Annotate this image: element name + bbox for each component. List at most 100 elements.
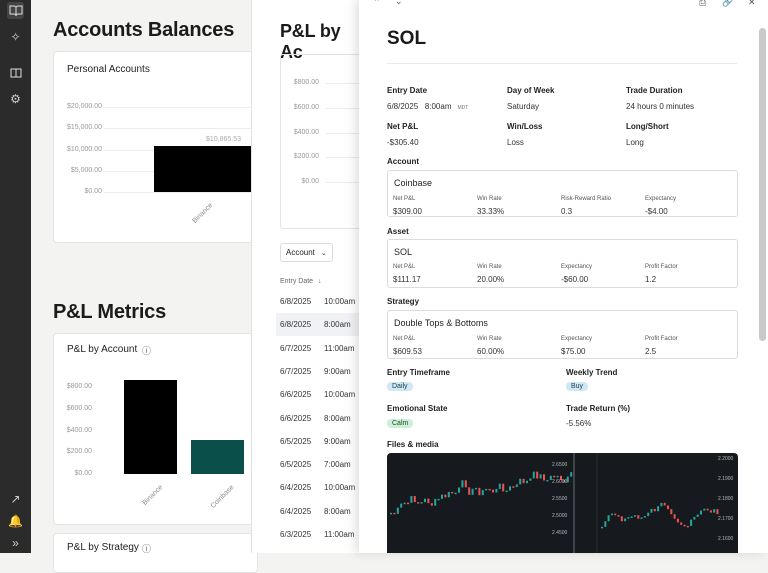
y-tick-label: $800.00 <box>293 79 319 86</box>
candle <box>532 471 535 479</box>
x-tick-label: Coinbase <box>209 484 236 510</box>
price-tick-label: 2.5000 <box>552 513 568 519</box>
candle <box>488 488 491 491</box>
candle <box>634 515 636 517</box>
trade-row[interactable]: 6/4/2025 8:00am <box>276 500 376 523</box>
trade-row-time: 8:00am <box>324 320 351 330</box>
bell-icon[interactable]: 🔔 <box>8 513 23 528</box>
candle <box>498 483 501 489</box>
info-icon[interactable]: ⓘ <box>142 346 152 356</box>
entry-date-column-header[interactable]: Entry Date ↓ <box>280 278 322 285</box>
panel-title: P&L by Ac <box>280 21 341 62</box>
strategy-netpl-label: Net P&L <box>393 336 416 342</box>
candle <box>556 475 559 478</box>
price-tick-label: 2.1900 <box>718 476 734 482</box>
chevrons-right-icon[interactable]: » <box>12 535 19 550</box>
account-filter-dropdown[interactable]: Account ⌄ <box>280 243 333 262</box>
trade-row[interactable]: 6/7/2025 11:00am <box>276 337 376 360</box>
strategy-netpl-value: $609.53 <box>393 347 422 356</box>
candle <box>444 494 447 498</box>
asset-winrate-value: 20.00% <box>477 275 505 284</box>
sparkle-icon[interactable]: ✧ <box>10 29 21 44</box>
trade-row[interactable]: 6/4/2025 10:00am <box>276 476 376 499</box>
price-tick-label: 2.6500 <box>552 462 568 468</box>
candle <box>468 487 471 495</box>
link-icon[interactable]: 🔗 <box>722 0 734 7</box>
strategy-expectancy-label: Expectancy <box>561 336 593 342</box>
candle <box>693 516 696 520</box>
trade-row[interactable]: 6/6/2025 10:00am <box>276 383 376 406</box>
trade-row[interactable]: 6/8/2025 10:00am <box>276 290 376 313</box>
candle <box>570 472 573 477</box>
candle <box>653 508 656 512</box>
price-tick-label: 2.2000 <box>718 456 734 462</box>
bar-coinbase <box>191 440 244 474</box>
candle <box>437 498 440 501</box>
chevron-up-icon[interactable]: ⌃ <box>373 0 381 7</box>
candlestick-chart-image <box>390 453 719 553</box>
candle <box>614 513 617 516</box>
trade-row-time: 7:00am <box>324 460 351 470</box>
candle <box>650 508 653 513</box>
trade-row[interactable]: 6/7/2025 9:00am <box>276 360 376 383</box>
trade-row[interactable]: 6/3/2025 11:00am <box>276 523 376 546</box>
info-icon[interactable]: ⓘ <box>142 544 152 554</box>
trade-row[interactable]: 6/5/2025 7:00am <box>276 453 376 476</box>
account-filter-label: Account <box>286 248 315 257</box>
modal-scrollbar[interactable] <box>759 28 766 341</box>
trade-row[interactable]: 6/8/2025 8:00am <box>276 313 376 337</box>
printer-icon[interactable]: ⎙ <box>699 0 707 7</box>
asset-expectancy-value: -$60.00 <box>561 275 589 284</box>
entry-date-value: 6/8/2025 8:00am MDT <box>387 102 469 111</box>
personal-accounts-title: Personal Accounts <box>67 64 150 75</box>
account-label: Account <box>387 157 419 166</box>
gridline <box>326 83 371 84</box>
gridline <box>326 182 371 183</box>
account-rr-value: 0.3 <box>561 207 573 216</box>
y-tick-label: $400.00 <box>293 128 319 136</box>
trade-row[interactable]: 6/6/2025 8:00am <box>276 407 376 430</box>
chevron-down-icon[interactable]: ⌄ <box>395 0 403 6</box>
candle <box>424 498 426 503</box>
entry-date-label: Entry Date <box>387 86 428 95</box>
strategy-profit-factor-label: Profit Factor <box>645 336 678 342</box>
candle <box>700 510 702 515</box>
trade-row-time: 8:00am <box>324 506 351 516</box>
share-icon[interactable]: ↗ <box>10 491 21 506</box>
book-open-icon[interactable] <box>7 2 24 19</box>
trade-row-date: 6/7/2025 <box>280 366 312 376</box>
pl-metrics-title: P&L Metrics <box>53 301 167 323</box>
strategy-box[interactable]: Double Tops & Bottoms Net P&L $609.53 Wi… <box>387 310 738 359</box>
trade-row[interactable]: 6/5/2025 9:00am <box>276 430 376 453</box>
account-netpl-value: $309.00 <box>393 207 422 216</box>
candle <box>454 492 457 495</box>
panel-chart-card: $800.00 $600.00 $400.00 $200.00 $0.00 <box>280 54 371 229</box>
trade-row-date: 6/6/2025 <box>280 390 312 400</box>
account-winrate-value: 33.33% <box>477 207 505 216</box>
candle <box>604 521 607 527</box>
candle <box>509 486 511 491</box>
account-expectancy-value: -$4.00 <box>645 207 668 216</box>
pl-by-strategy-title: P&L by Strategy <box>67 542 139 553</box>
close-icon[interactable]: ✕ <box>748 0 756 7</box>
net-pl-value: -$305.40 <box>387 138 419 147</box>
book-icon[interactable] <box>7 64 24 81</box>
trade-row-time: 10:00am <box>324 297 356 306</box>
candle <box>403 502 406 505</box>
trade-row-date: 6/4/2025 <box>280 506 312 516</box>
account-box[interactable]: Coinbase Net P&L $309.00 Win Rate 33.33%… <box>387 170 738 217</box>
weekly-trend-label: Weekly Trend <box>566 368 618 377</box>
candle <box>716 509 719 515</box>
asset-box[interactable]: SOL Net P&L $111.17 Win Rate 20.00% Expe… <box>387 239 738 288</box>
trade-title: SOL <box>387 28 427 49</box>
candle <box>709 510 712 513</box>
long-short-value: Long <box>626 138 644 147</box>
y-tick-label: $0.00 <box>301 178 319 185</box>
trade-return-label: Trade Return (%) <box>566 404 631 413</box>
candle <box>660 502 663 507</box>
settings-gear-icon[interactable]: ⚙ <box>10 91 21 106</box>
candle <box>624 518 627 522</box>
bar-binance <box>154 145 259 192</box>
candle <box>566 476 569 483</box>
chart-screenshot-image[interactable]: 2.6500 2.6000 2.5500 2.5000 2.4500 2.2000 2.1… <box>387 453 738 553</box>
